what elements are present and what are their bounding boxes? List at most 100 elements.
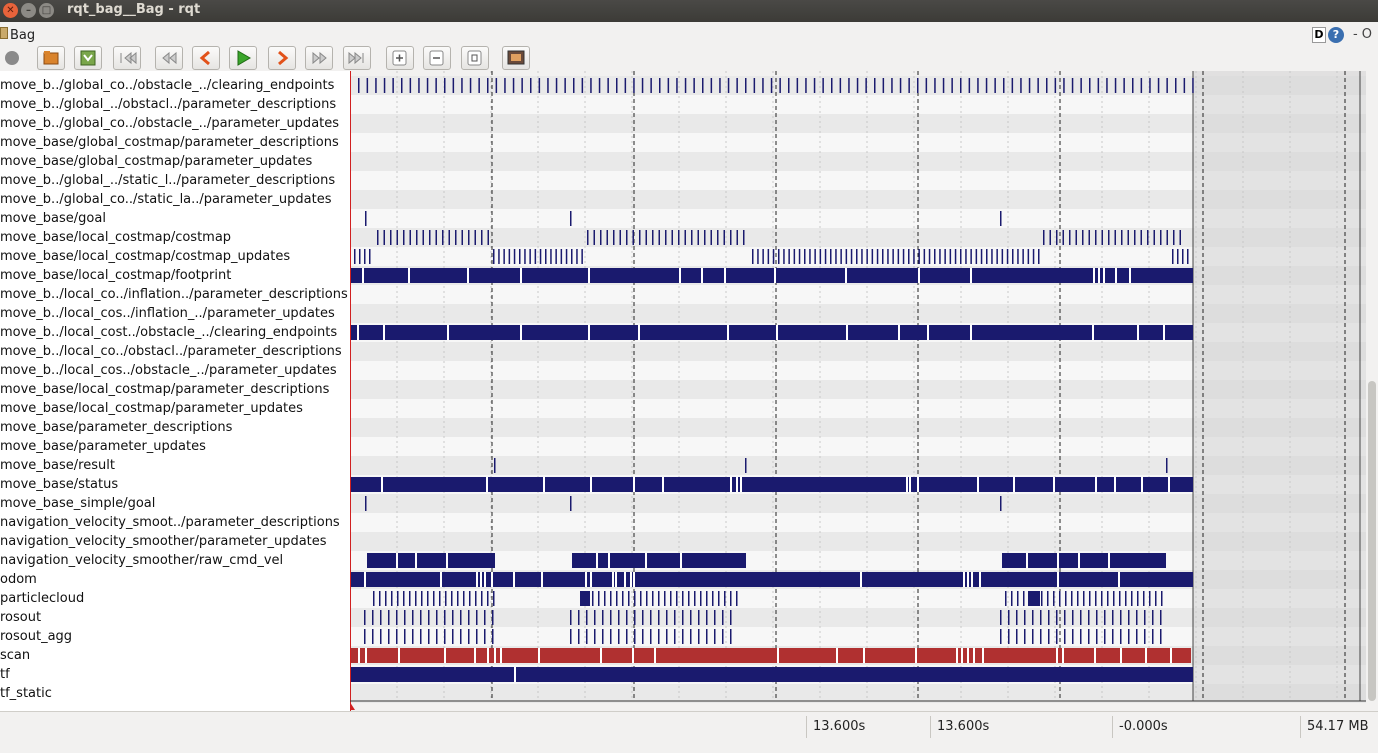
topic-row[interactable]: move_base/parameter_descriptions [0,420,233,435]
message-gap [727,325,729,340]
maximize-window-button[interactable]: □ [39,3,54,18]
play-button[interactable] [229,46,257,70]
topic-row[interactable]: move_b../global_co../obstacle_../clearin… [0,78,335,93]
go-to-start-button[interactable] [113,46,141,70]
message-tick [1166,458,1168,473]
topic-row[interactable]: tf_static [0,686,52,701]
topic-row[interactable]: move_base/local_costmap/parameter_descri… [0,382,330,397]
topic-row[interactable]: particlecloud [0,591,85,606]
zoom-out-button[interactable] [423,46,451,70]
topic-row[interactable]: move_b../local_cost../obstacle_../cleari… [0,325,338,340]
topic-row[interactable]: move_base/global_costmap/parameter_descr… [0,135,339,150]
message-tick [658,610,660,625]
message-tick [539,249,542,264]
topic-row[interactable]: move_b../local_cos../obstacle_../paramet… [0,363,337,378]
message-tick [365,211,367,226]
topic-row[interactable]: move_b../global_../static_l../parameter_… [0,173,336,188]
topic-row[interactable]: navigation_velocity_smoother/parameter_u… [0,534,327,549]
message-tick [564,78,566,93]
message-tick [634,591,636,606]
message-gap [633,572,635,587]
message-tick [714,629,716,644]
message-tick [1177,249,1179,264]
message-tick [619,230,621,245]
timeline-canvas[interactable] [350,71,1366,711]
topic-row[interactable]: move_base/parameter_updates [0,439,206,454]
message-tick [934,78,936,93]
topic-row[interactable]: move_base/local_costmap/costmap_updates [0,249,291,264]
topic-row[interactable]: move_base_simple/goal [0,496,156,511]
topic-row[interactable]: move_b../global_co../obstacle_../paramet… [0,116,340,131]
topic-row[interactable]: navigation_velocity_smoother/raw_cmd_vel [0,553,284,568]
help-button[interactable]: ? [1328,27,1344,43]
message-tick [788,78,790,93]
message-tick [1153,230,1155,245]
message-tick [404,629,406,644]
message-gap [383,325,385,340]
message-tick [1119,591,1121,606]
topic-row[interactable]: odom [0,572,37,587]
message-gap [970,268,972,283]
topic-row[interactable]: move_base/goal [0,211,106,226]
topic-row[interactable]: move_base/status [0,477,119,492]
zoom-in-button[interactable] [386,46,414,70]
record-button[interactable] [0,46,28,70]
message-tick [674,629,676,644]
go-to-end-button[interactable] [343,46,371,70]
message-tick [1022,249,1024,264]
topic-row[interactable]: move_base/global_costmap/parameter_updat… [0,154,313,169]
timeline-row-bg [350,228,1366,247]
save-bag-button[interactable] [74,46,102,70]
message-tick [908,249,910,264]
message-tick [1083,591,1085,606]
message-tick [702,78,704,93]
topic-row[interactable]: rosout [0,610,42,625]
topic-row[interactable]: move_b../local_co../inflation../paramete… [0,287,348,302]
fast-forward-button[interactable] [305,46,333,70]
topic-row[interactable]: navigation_velocity_smoot../parameter_de… [0,515,340,530]
message-tick [719,78,721,93]
step-forward-button[interactable] [268,46,296,70]
timeline-row-bg [350,152,1366,171]
topic-row[interactable]: move_b../local_cos../inflation_../parame… [0,306,335,321]
step-back-button[interactable] [192,46,220,70]
topic-row[interactable]: tf [0,667,10,682]
dock-d-button[interactable]: D [1312,27,1326,43]
message-tick [397,591,399,606]
topic-row[interactable]: move_base/local_costmap/parameter_update… [0,401,303,416]
open-bag-button[interactable] [37,46,65,70]
timeline-row-bg [350,342,1366,361]
message-tick [436,629,438,644]
thumbnails-button[interactable] [502,46,530,70]
float-close-button[interactable]: - O [1352,27,1372,42]
message-tick [409,591,411,606]
topic-row[interactable]: move_b../global_co../static_la../paramet… [0,192,332,207]
message-gap [917,477,919,492]
scrollbar-thumb[interactable] [1368,381,1376,701]
rewind-button[interactable] [155,46,183,70]
vertical-scrollbar[interactable] [1366,71,1378,711]
message-tick [581,249,583,264]
message-tick [975,249,978,264]
zoom-reset-icon [467,50,482,66]
topic-row[interactable]: move_base/result [0,458,115,473]
minimize-window-button[interactable]: – [21,3,36,18]
close-window-button[interactable]: ✕ [3,3,18,18]
topic-row[interactable]: move_b../global_../obstacl../parameter_d… [0,97,337,112]
message-tick [684,78,687,93]
message-block [351,477,1193,492]
message-tick [861,249,863,264]
topic-row[interactable]: rosout_agg [0,629,73,644]
topic-row[interactable]: move_base/local_costmap/costmap [0,230,232,245]
message-tick [762,78,764,93]
topic-row[interactable]: scan [0,648,31,663]
message-tick [1182,249,1184,264]
message-tick [783,249,785,264]
timeline-view[interactable] [350,71,1366,711]
topic-row[interactable]: move_b../local_co../obstacl../parameter_… [0,344,342,359]
message-tick [778,249,780,264]
message-tick [752,249,754,264]
message-tick [452,629,454,644]
topic-row[interactable]: move_base/local_costmap/footprint [0,268,232,283]
zoom-reset-button[interactable] [461,46,489,70]
